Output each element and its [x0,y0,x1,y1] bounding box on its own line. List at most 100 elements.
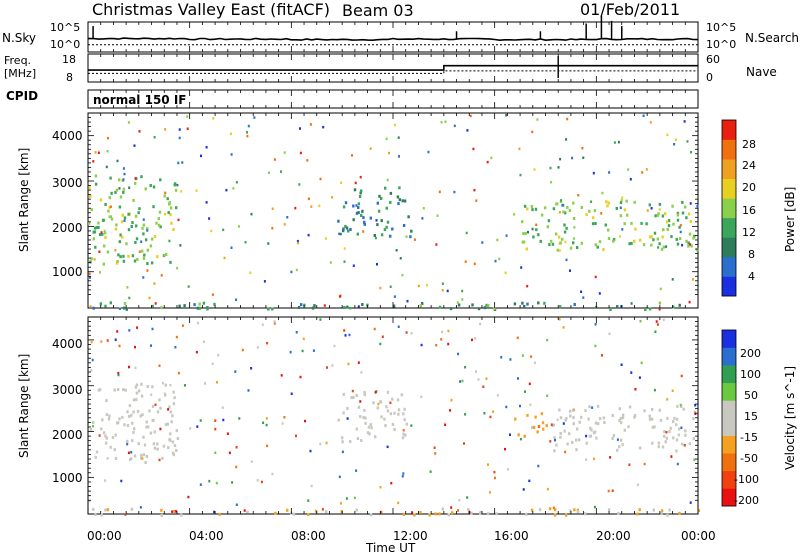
velocity-cell [578,420,581,424]
power-cell [513,213,516,216]
power-cell [385,137,388,140]
power-cell [523,204,527,208]
velocity-cell [274,511,277,515]
power-cell [232,187,235,190]
power-cell [461,289,464,293]
velocity-cell [132,410,135,414]
velocity-cell [173,509,176,513]
velocity-cell [675,449,678,453]
power-cell [298,183,301,186]
power-cell [89,260,92,264]
velocity-cell [122,388,125,392]
velocity-cell [175,335,178,339]
velocity-cell [434,452,437,455]
nave-right-label: Nave [746,65,777,79]
power-cell [486,160,489,164]
power-cell [149,184,152,187]
velocity-cell [384,424,387,428]
velocity-cell [218,512,221,516]
power-cell [396,195,400,199]
velocity-cell [214,427,217,431]
power-cell [342,227,345,231]
power-cell [342,229,345,233]
power-cell [650,243,653,247]
velocity-cell [441,330,444,334]
power-cell [152,205,155,209]
power-cell [132,198,135,202]
power-cell [88,221,91,225]
power-cell [211,293,214,296]
power-cell [402,224,406,227]
beam-label: Beam 03 [342,1,414,20]
power-cell [642,114,645,117]
velocity-cell [684,433,687,437]
power-cell [143,253,146,257]
velocity-cell [651,425,654,429]
power-cell [547,219,551,223]
power-cell [244,241,247,244]
velocity-cell [672,436,675,440]
velocity-cell [113,388,116,392]
power-cell [566,205,569,209]
power-cell [393,123,396,127]
power-cell [441,289,444,292]
power-cell [559,241,562,245]
velocity-cell [134,385,138,389]
power-cell [378,194,381,198]
power-cell [356,232,359,236]
power-cell [101,218,105,222]
power-cell [518,147,521,151]
velocity-cell [363,408,366,412]
velocity-cell [89,427,93,431]
power-cell [398,186,401,190]
velocity-cell [630,371,633,374]
power-cell [271,227,274,230]
velocity-cell [114,338,117,341]
power-cell [179,244,182,247]
velocity-colorbar-segment [722,382,736,401]
power-colorbar-segment [722,178,736,199]
power-cell [122,190,125,194]
velocity-cell [411,511,414,514]
power-cell [319,177,322,181]
velocity-cell [98,434,101,437]
power-cell [385,206,388,210]
power-cell [146,227,149,231]
velocity-cell [150,393,153,396]
velocity-cell [156,447,159,451]
velocity-cell [495,512,498,516]
velocity-cell [247,389,250,392]
velocity-cell [331,364,334,367]
velocity-cell [668,430,671,434]
velocity-cell [127,414,131,418]
velocity-cell [346,417,349,420]
velocity-cell [134,366,137,370]
power-cell [123,219,126,222]
power-cell [122,254,125,258]
power-colorbar-segment [722,120,736,140]
power-cell [565,226,568,230]
velocity-cell [584,409,587,413]
power-cell [295,268,298,272]
power-cell [153,136,156,139]
power-cell [146,269,149,272]
velocity-cell [636,512,639,516]
velocity-cell [117,373,120,377]
velocity-cell [222,418,225,422]
velocity-cell [662,318,665,321]
velocity-cell [673,416,676,420]
power-cell [138,207,141,211]
power-cell [195,189,198,192]
power-cell [183,304,186,308]
power-cell [206,307,209,311]
velocity-cell [628,463,631,466]
velocity-cell [493,470,496,474]
velocity-cell [105,436,108,440]
velocity-cell [137,389,141,393]
velocity-cell [660,512,663,516]
power-cell [294,206,297,210]
power-cell [618,235,621,238]
power-cell [473,262,476,266]
power-cbar-tick-12: 12 [742,226,756,239]
velocity-cell [217,353,220,357]
